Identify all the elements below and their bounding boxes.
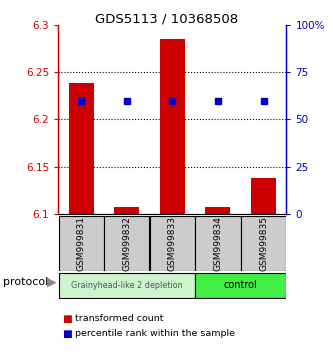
Text: GDS5113 / 10368508: GDS5113 / 10368508 <box>95 12 238 25</box>
Text: ■: ■ <box>62 314 71 324</box>
Bar <box>160 39 185 214</box>
Text: protocol: protocol <box>3 277 49 287</box>
Text: control: control <box>224 280 258 290</box>
Text: ■: ■ <box>62 329 71 339</box>
Text: GSM999831: GSM999831 <box>77 216 86 271</box>
Text: ▶: ▶ <box>47 275 56 288</box>
Text: percentile rank within the sample: percentile rank within the sample <box>75 329 235 338</box>
FancyBboxPatch shape <box>104 216 149 271</box>
Text: GSM999833: GSM999833 <box>168 216 177 271</box>
Bar <box>69 84 94 214</box>
Text: GSM999834: GSM999834 <box>213 216 222 271</box>
Bar <box>251 178 276 214</box>
Text: Grainyhead-like 2 depletion: Grainyhead-like 2 depletion <box>71 281 182 290</box>
FancyBboxPatch shape <box>195 273 286 298</box>
FancyBboxPatch shape <box>59 273 195 298</box>
FancyBboxPatch shape <box>195 216 240 271</box>
Text: GSM999835: GSM999835 <box>259 216 268 271</box>
FancyBboxPatch shape <box>150 216 195 271</box>
Bar <box>114 207 139 214</box>
Bar <box>205 207 230 214</box>
FancyBboxPatch shape <box>59 216 104 271</box>
FancyBboxPatch shape <box>241 216 286 271</box>
Text: GSM999832: GSM999832 <box>122 216 131 271</box>
Text: transformed count: transformed count <box>75 314 164 323</box>
